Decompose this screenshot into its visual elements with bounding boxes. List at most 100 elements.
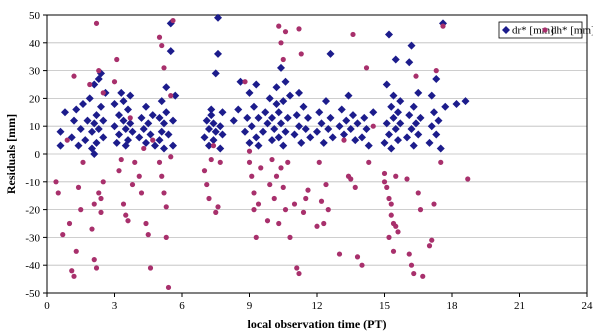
dr-point <box>319 138 328 147</box>
dr-point <box>164 130 173 139</box>
dr-point <box>250 102 258 111</box>
dr-point <box>272 99 281 108</box>
dr-point <box>209 136 218 145</box>
dr-point <box>353 119 362 128</box>
dh-point <box>426 243 433 249</box>
dh-point <box>127 115 133 121</box>
dr-point <box>432 130 441 139</box>
dh-point <box>204 181 210 188</box>
dr-point <box>110 99 119 108</box>
dr-point <box>247 122 256 131</box>
dr-point <box>394 136 402 145</box>
dh-point <box>163 234 169 240</box>
dr-point <box>263 119 272 128</box>
dh-point <box>393 223 399 229</box>
dr-point <box>205 141 213 150</box>
dr-point <box>295 88 303 97</box>
dr-point <box>166 47 175 56</box>
dh-point <box>276 23 282 29</box>
series-dr <box>56 13 470 158</box>
dh-point <box>294 265 300 271</box>
dr-point <box>313 127 321 136</box>
dr-point <box>274 108 283 117</box>
dr-point <box>394 108 402 117</box>
dr-point <box>169 116 177 125</box>
y-tick-label: 50 <box>29 10 41 22</box>
dr-point <box>99 116 108 125</box>
dh-point <box>440 23 446 29</box>
dh-point <box>217 159 223 165</box>
dr-point <box>67 133 76 142</box>
dh-point <box>363 65 370 71</box>
dr-point <box>403 133 411 142</box>
dh-point <box>255 201 262 207</box>
dh-point <box>273 173 280 179</box>
dh-point <box>242 79 248 85</box>
dr-point <box>119 116 128 125</box>
dh-point <box>438 159 444 165</box>
dr-point <box>304 113 312 122</box>
dr-point <box>126 91 135 100</box>
dr-point <box>295 122 303 131</box>
dh-point <box>132 159 138 165</box>
dr-point <box>157 127 166 136</box>
dh-point <box>411 270 417 277</box>
dr-point <box>236 77 245 86</box>
x-axis-title: local observation time (PT) <box>248 317 387 331</box>
dr-point <box>409 141 418 150</box>
dh-point <box>123 212 129 218</box>
dr-point <box>144 119 153 128</box>
dh-point <box>354 254 361 260</box>
dh-point <box>381 179 388 185</box>
dr-point <box>344 91 353 100</box>
legend-label: dr* [mm] <box>512 25 554 37</box>
dh-point <box>384 184 390 190</box>
dr-point <box>209 119 218 128</box>
y-axis-title: Residuals [mm] <box>4 114 18 194</box>
dh-point <box>359 262 365 268</box>
x-tick-label: 21 <box>514 300 525 312</box>
dh-point <box>323 181 329 188</box>
dr-point <box>79 99 87 108</box>
dh-point <box>116 168 122 174</box>
dr-point <box>121 124 130 133</box>
legend-box <box>498 21 583 39</box>
dh-point <box>165 284 172 291</box>
dr-point <box>337 105 346 114</box>
dh-point <box>296 26 302 32</box>
dh-point <box>280 56 286 63</box>
dr-point <box>259 127 267 136</box>
dr-point <box>211 69 220 78</box>
dh-point <box>66 220 73 227</box>
dh-point <box>314 223 320 229</box>
dh-point <box>352 184 358 190</box>
dh-point <box>413 73 419 79</box>
dh-point <box>296 270 302 277</box>
dr-point <box>214 49 222 58</box>
dh-point <box>215 204 221 210</box>
dh-point <box>163 204 169 210</box>
dh-point <box>253 234 259 240</box>
dr-point <box>385 130 393 139</box>
dr-point <box>218 130 227 139</box>
dr-point <box>342 116 351 125</box>
dh-point <box>73 248 79 254</box>
dh-point <box>145 232 151 238</box>
dh-point <box>96 190 102 196</box>
dh-point <box>258 165 264 171</box>
dh-point <box>98 209 104 215</box>
dh-point <box>168 154 174 160</box>
dh-point <box>271 195 277 202</box>
dr-point <box>268 136 276 145</box>
dh-point <box>136 173 142 179</box>
dh-point <box>55 190 61 196</box>
dr-point <box>61 108 69 117</box>
dr-point <box>324 124 333 133</box>
dr-point <box>382 119 391 128</box>
legend: dr* [mm]dh* [mm] <box>498 21 593 39</box>
x-tick-label: 0 <box>44 300 50 312</box>
dr-point <box>427 122 436 131</box>
dh-point <box>161 65 167 71</box>
dr-point <box>265 94 274 103</box>
dr-point <box>430 108 438 117</box>
